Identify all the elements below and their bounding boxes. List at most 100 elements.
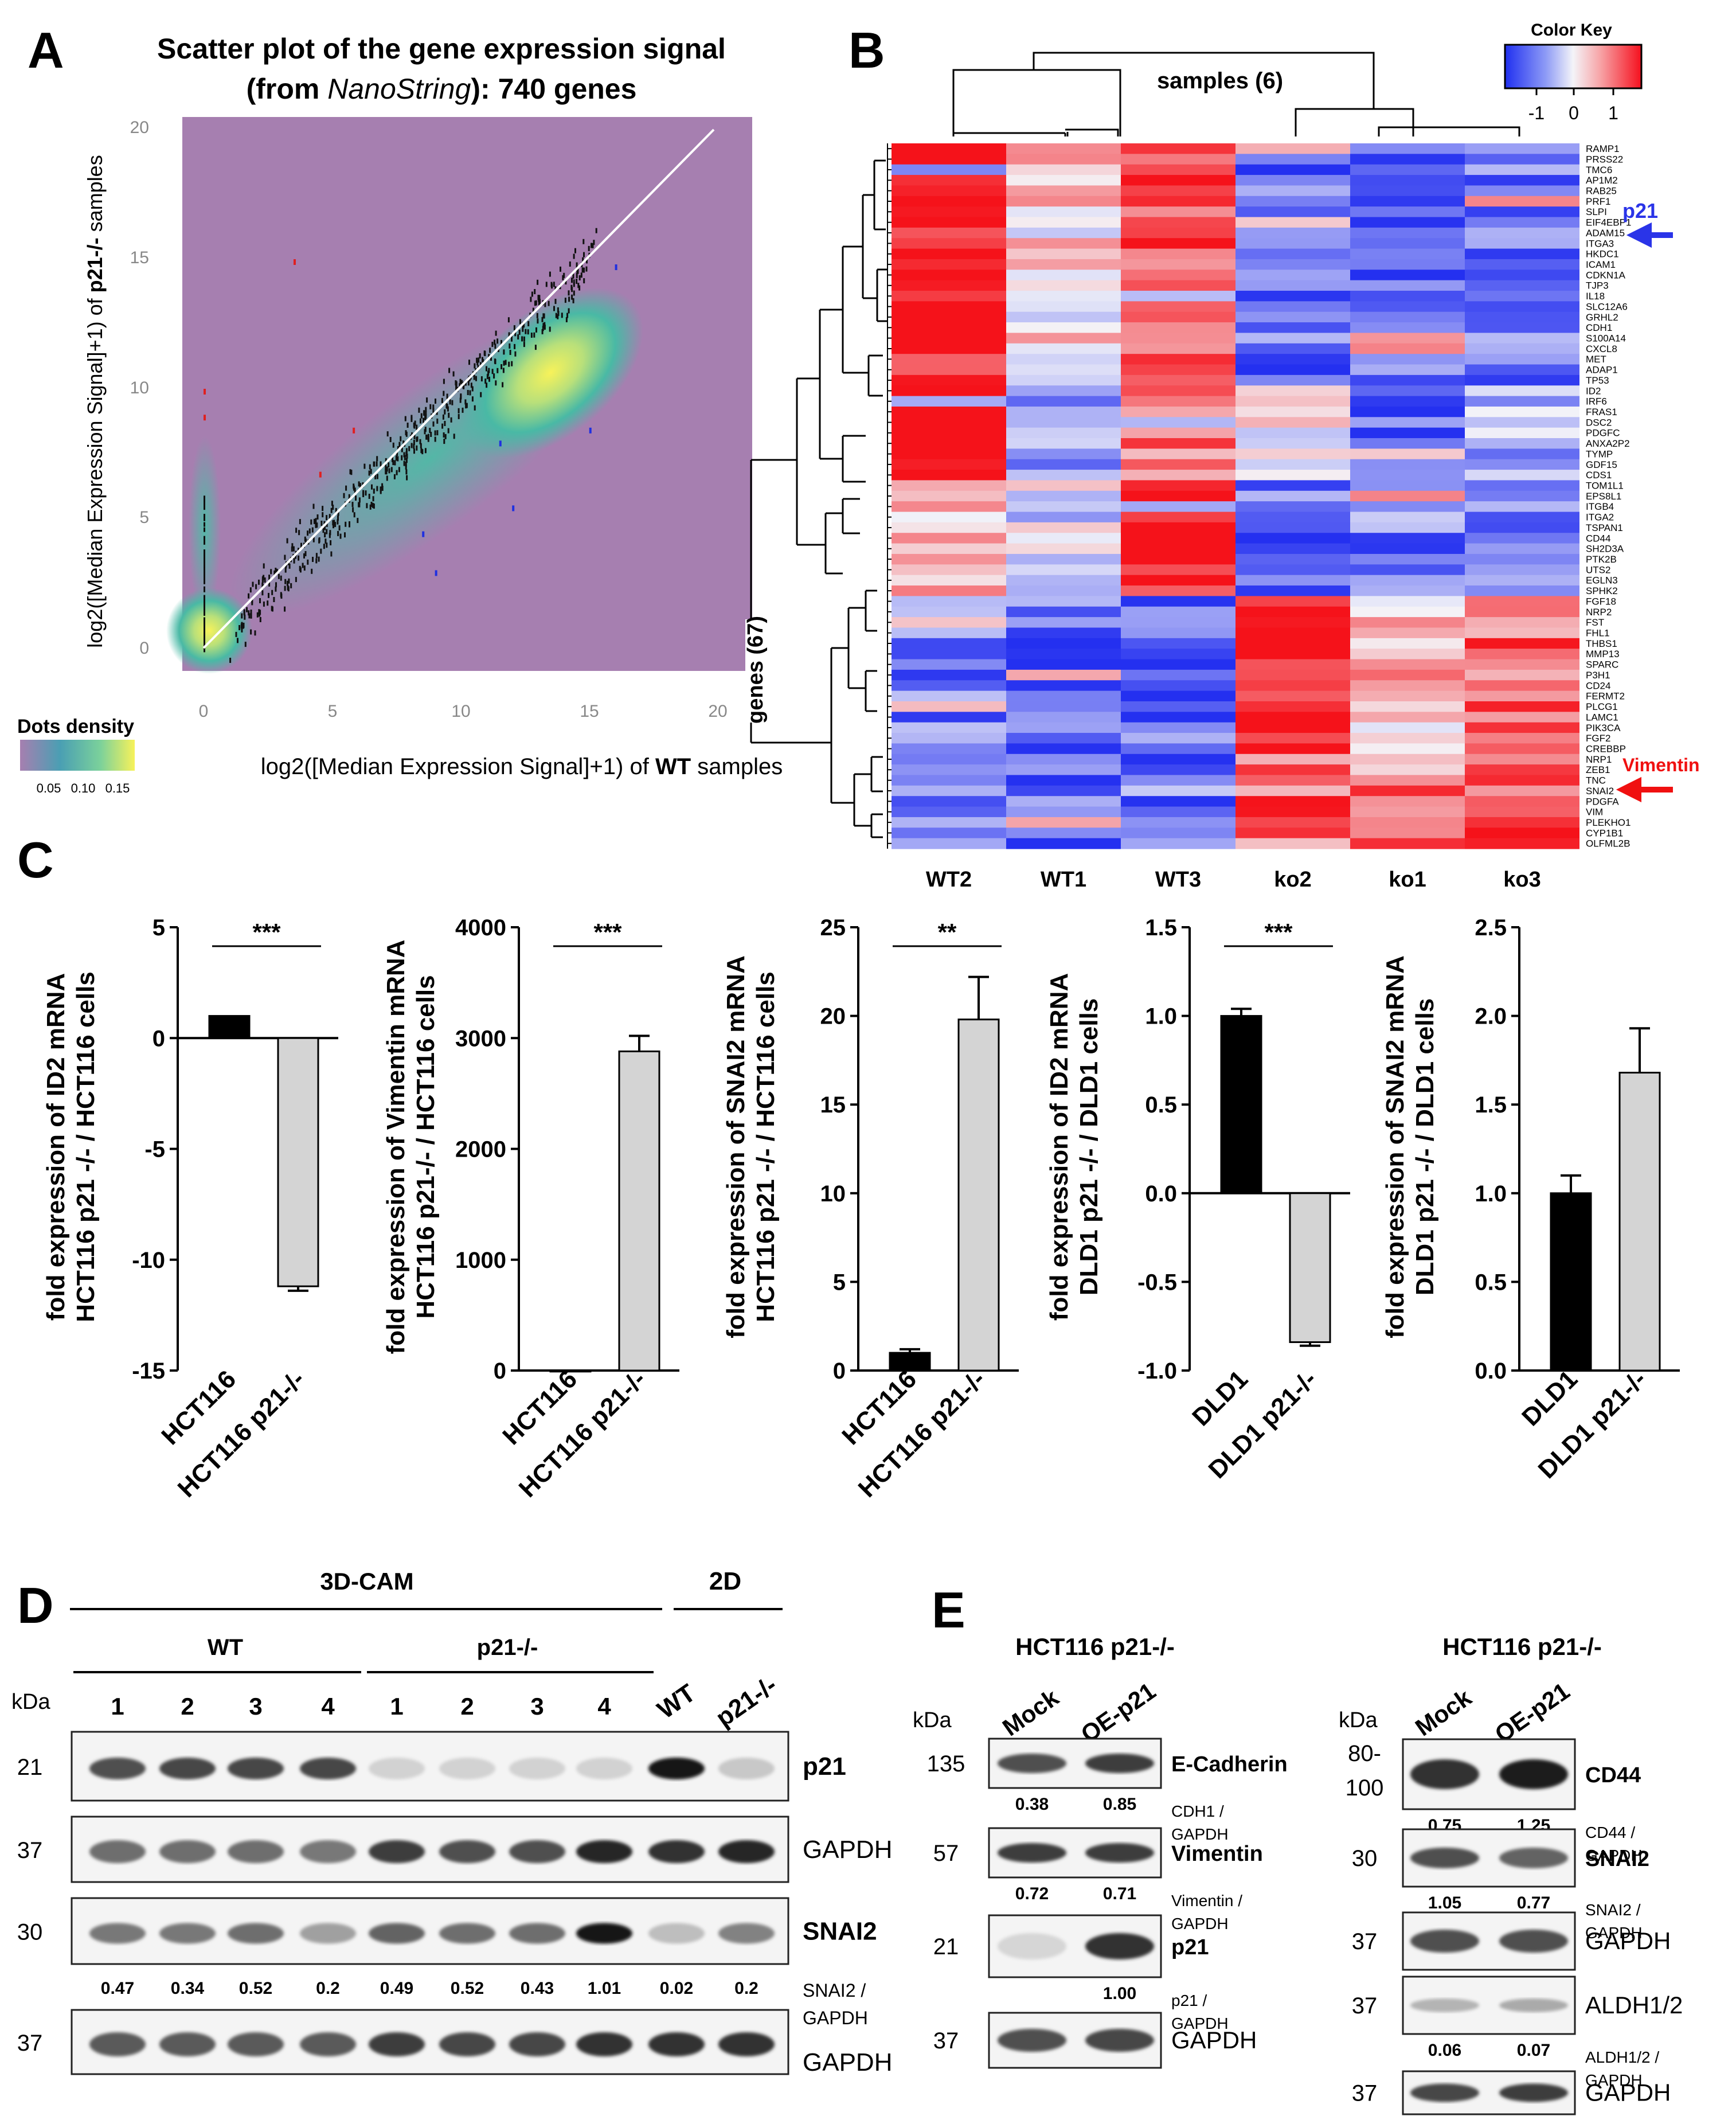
e-blot-row: 37 GAPDH (933, 2012, 1257, 2069)
gene-label: CDH1 (1586, 322, 1612, 333)
lane-label: 3 (530, 1693, 544, 1720)
kda-value: 57 (933, 1841, 959, 1866)
scatter-point (308, 528, 311, 534)
lane-label: 2 (460, 1693, 474, 1720)
scatter-point (310, 519, 312, 525)
heatmap-cell (1006, 164, 1121, 175)
heatmap-cell (1350, 817, 1465, 828)
scatter-point (204, 554, 205, 559)
e-blot-row: 37 GAPDH (1352, 2070, 1671, 2115)
kda-value: 37 (1352, 1993, 1378, 2019)
vimentin-marker: Vimentin (1616, 755, 1700, 803)
scatter-point (470, 382, 472, 388)
heatmap-cell (1465, 185, 1579, 197)
e-lane-label: OE-p21 (1490, 1677, 1574, 1748)
scatter-point (204, 577, 205, 581)
blot-band (89, 1840, 146, 1863)
gene-label: ITGA3 (1586, 238, 1614, 249)
scatter-point (449, 399, 451, 405)
gene-label: SH2D3A (1586, 544, 1624, 555)
blot-band (369, 2032, 425, 2056)
heatmap-cell (1465, 712, 1579, 723)
scatter-point (273, 597, 275, 602)
scatter-point (302, 563, 304, 568)
heatmap-cell (1465, 775, 1579, 786)
ratio-value: 0.85 (1103, 1795, 1136, 1814)
heatmap-cell (892, 722, 1006, 733)
scatter-point (425, 407, 427, 412)
bar (549, 1369, 592, 1373)
scatter-point (373, 503, 375, 509)
heatmap-cell (892, 291, 1006, 302)
heatmap-cell (1006, 627, 1121, 639)
scatter-point (410, 415, 413, 420)
scatter-point (255, 584, 257, 589)
scatter-point (324, 532, 326, 538)
heatmap-cell (1235, 617, 1350, 628)
heatmap-cell (1350, 406, 1465, 417)
scatter-point (450, 417, 452, 423)
scatter-point (395, 455, 397, 461)
scatter-point (284, 555, 286, 560)
heatmap-cell (1235, 427, 1350, 439)
heatmap-cell (1235, 553, 1350, 565)
scatter-point (204, 634, 205, 639)
scatter-point (251, 600, 253, 606)
heatmap-cell (1350, 396, 1465, 407)
y-tick-label: -10 (132, 1248, 165, 1273)
heatmap-cell (1235, 448, 1350, 460)
heatmap-cell (1006, 796, 1121, 807)
blot-band (576, 2032, 632, 2056)
scatter-point (334, 522, 337, 528)
heatmap-cell (1121, 775, 1235, 786)
heatmap-cell (1465, 459, 1579, 470)
heatmap-cell (1235, 775, 1350, 786)
scatter-point (453, 434, 455, 439)
heatmap-cell (1350, 206, 1465, 218)
y-tick-label: 1.0 (1145, 1004, 1177, 1029)
group-2d: 2D (709, 1567, 741, 1595)
scatter-point (441, 397, 443, 403)
heatmap-cell (1235, 627, 1350, 639)
ratio-value: 0.77 (1517, 1894, 1550, 1912)
heatmap-cell (892, 322, 1006, 334)
scatter-point (550, 282, 553, 287)
scatter-point (535, 327, 537, 333)
scatter-point (354, 487, 356, 493)
row-dendrogram-leaves (887, 143, 892, 849)
scatter-point (474, 363, 476, 369)
blot-protein-label: GAPDH (1585, 2079, 1671, 2106)
scatter-point (252, 581, 254, 587)
scatter-point (370, 469, 372, 474)
heatmap-cell (1465, 606, 1579, 618)
scatter-point (241, 627, 243, 633)
heatmap-cell (1465, 838, 1579, 849)
heatmap-cell (1235, 806, 1350, 818)
heatmap-cell (1006, 291, 1121, 302)
scatter-point (434, 430, 436, 436)
heatmap-cell (1235, 301, 1350, 313)
d-kda-label: kDa (11, 1690, 50, 1714)
scatter-point (333, 520, 335, 525)
gene-label: RAMP1 (1586, 143, 1620, 154)
heatmap-cell (1121, 417, 1235, 428)
heatmap-cell (892, 564, 1006, 576)
scatter-point (315, 558, 318, 564)
heatmap-cell (1350, 617, 1465, 628)
scatter-point (396, 451, 398, 456)
heatmap-cell (1350, 522, 1465, 533)
scatter-point (303, 553, 305, 559)
color-key-tick: -1 (1528, 103, 1545, 123)
heatmap-cell (1121, 785, 1235, 797)
scatter-point (204, 563, 205, 568)
heatmap-cell (1350, 343, 1465, 354)
scatter-point (204, 522, 205, 527)
heatmap-cell (1350, 280, 1465, 291)
blot-band (228, 1923, 284, 1944)
scatter-point (388, 462, 390, 468)
heatmap-cell (1006, 764, 1121, 776)
scatter-point (535, 300, 537, 306)
scatter-point (406, 475, 408, 481)
blot-band (718, 1840, 775, 1863)
